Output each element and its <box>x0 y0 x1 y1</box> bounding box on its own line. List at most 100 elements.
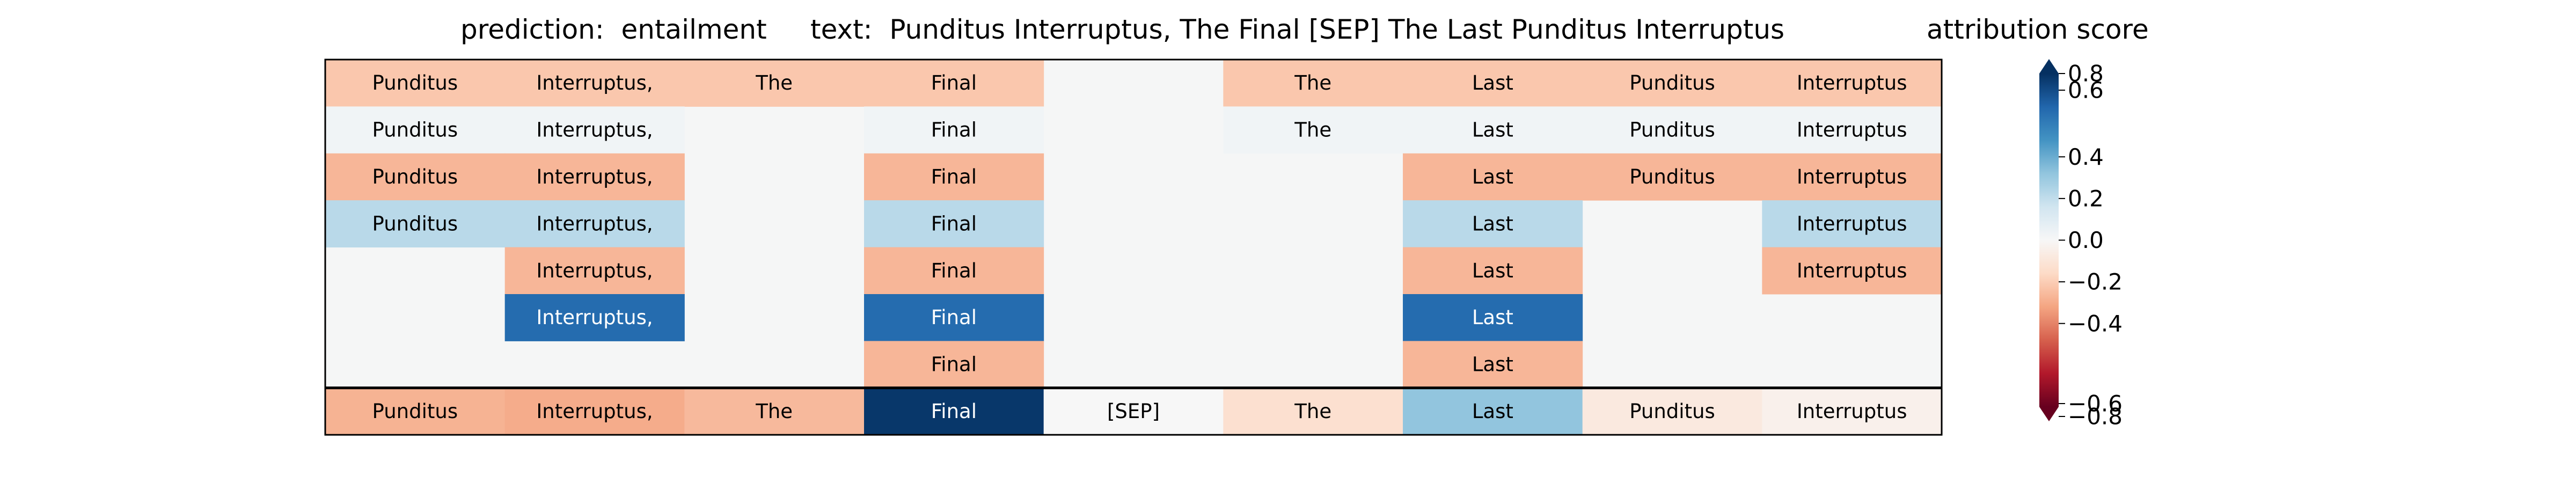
heatmap-token-label: Punditus <box>1629 165 1715 188</box>
summary-token-label: Final <box>931 400 977 423</box>
colorbar-extend-max <box>2039 59 2059 74</box>
summary-cell <box>1043 387 1224 435</box>
heatmap-token-label: Last <box>1472 71 1513 94</box>
heatmap-cell <box>1403 341 1583 389</box>
heatmap-cell <box>864 153 1044 201</box>
summary-cell <box>684 387 865 435</box>
colorbar-title: attribution score <box>1927 14 2149 45</box>
summary-token-label: The <box>755 400 793 423</box>
heatmap-token-label: Punditus <box>372 165 458 188</box>
heatmap-cell <box>864 60 1044 107</box>
heatmap-cell <box>1223 106 1403 154</box>
heatmap-token-label: Last <box>1472 212 1513 235</box>
heatmap-cell <box>684 60 865 107</box>
colorbar-tick-label: 0.8 <box>2068 61 2104 87</box>
summary-cell <box>504 387 685 435</box>
summary-cell <box>1403 387 1583 435</box>
colorbar-tick-label: −0.6 <box>2068 391 2123 417</box>
heatmap-token-label: The <box>1294 119 1331 142</box>
heatmap-token-label: Interruptus <box>1797 71 1907 94</box>
heatmap-cell <box>325 60 506 107</box>
heatmap-cell <box>864 200 1044 248</box>
heatmap-token-label: Final <box>931 259 977 282</box>
heatmap-frame <box>324 58 1943 436</box>
summary-token-label: Last <box>1472 400 1513 423</box>
heatmap-cell <box>1403 200 1583 248</box>
colorbar-tick-label: −0.4 <box>2068 310 2123 336</box>
summary-token-label: Interruptus, <box>536 400 653 423</box>
heatmap-token-label: Final <box>931 119 977 142</box>
colorbar-extend-min <box>2039 407 2059 421</box>
summary-token-label: Punditus <box>1629 400 1715 423</box>
heatmap-token-label: Interruptus, <box>536 71 653 94</box>
heatmap-cell <box>1582 106 1762 154</box>
heatmap-cell <box>1582 153 1762 201</box>
input-text-label: text: Punditus Interruptus, The Final [S… <box>810 14 1785 45</box>
heatmap-grid: Punditus Interruptus, The Final The Last Pundi… <box>325 60 1942 389</box>
heatmap-cell <box>504 153 685 201</box>
heatmap-cell <box>504 200 685 248</box>
heatmap-cell <box>1403 247 1583 295</box>
heatmap-token-label: Interruptus, <box>536 259 653 282</box>
heatmap-token-label: Final <box>931 165 977 188</box>
summary-cell <box>864 387 1044 435</box>
summary-cell <box>325 387 506 435</box>
heatmap-token-label: Final <box>931 306 977 329</box>
heatmap-cell <box>504 60 685 107</box>
heatmap-token-label: Last <box>1472 119 1513 142</box>
colorbar-gradient <box>2039 74 2059 407</box>
heatmap-token-label: Punditus <box>372 71 458 94</box>
heatmap-token-label: Final <box>931 71 977 94</box>
colorbar-tick-label: −0.8 <box>2068 404 2123 430</box>
heatmap-cell <box>1762 106 1942 154</box>
summary-token-label: The <box>1294 400 1331 423</box>
heatmap-cell <box>504 106 685 154</box>
summary-token-label: [SEP] <box>1107 400 1160 423</box>
heatmap-cell <box>1762 153 1942 201</box>
heatmap-token-label: Final <box>931 353 977 376</box>
colorbar: 0.80.6 0.4 0.2 0.0 −0.2 −0.4 −0.6−0.8 <box>2039 59 2123 430</box>
heatmap-cell <box>1762 200 1942 248</box>
heatmap-cell <box>1403 60 1583 107</box>
heatmap-token-label: Interruptus, <box>536 165 653 188</box>
heatmap-cell <box>864 106 1044 154</box>
heatmap-cell <box>864 247 1044 295</box>
heatmap-token-label: Interruptus <box>1797 259 1907 282</box>
heatmap-cell <box>325 153 506 201</box>
heatmap-token-label: Interruptus <box>1797 165 1907 188</box>
heatmap-token-label: Last <box>1472 165 1513 188</box>
heatmap-token-label: Punditus <box>1629 71 1715 94</box>
summary-cell <box>1762 387 1942 435</box>
heatmap-cell <box>1762 247 1942 295</box>
summary-cell <box>1223 387 1403 435</box>
heatmap-token-label: Interruptus <box>1797 212 1907 235</box>
colorbar-tick-label: 0.2 <box>2068 185 2104 211</box>
heatmap-cell <box>864 294 1044 341</box>
colorbar-tick-label: 0.0 <box>2068 227 2104 253</box>
heatmap-token-label: Punditus <box>1629 119 1715 142</box>
heatmap-token-label: The <box>1294 71 1331 94</box>
summary-row: Punditus Interruptus, The Final [SEP] The Last… <box>325 387 1942 435</box>
summary-cell <box>1582 387 1762 435</box>
heatmap-token-label: Interruptus, <box>536 119 653 142</box>
prediction-label: prediction: entailment <box>460 14 767 45</box>
heatmap-cell <box>325 106 506 154</box>
heatmap-token-label: Punditus <box>372 119 458 142</box>
colorbar-tick-label: 0.4 <box>2068 144 2104 170</box>
colorbar-tick-label: 0.6 <box>2068 77 2104 104</box>
heatmap-token-label: Punditus <box>372 212 458 235</box>
heatmap-token-label: Interruptus, <box>536 212 653 235</box>
heatmap-token-label: Interruptus <box>1797 119 1907 142</box>
heatmap-cell <box>1223 60 1403 107</box>
heatmap-token-label: Last <box>1472 306 1513 329</box>
heatmap-cell <box>864 341 1044 389</box>
heatmap-cell <box>1403 294 1583 341</box>
heatmap-token-label: Final <box>931 212 977 235</box>
heatmap-cell <box>504 247 685 295</box>
heatmap-cell <box>504 294 685 341</box>
heatmap-cell <box>1582 60 1762 107</box>
summary-token-label: Interruptus <box>1797 400 1907 423</box>
heatmap-token-label: Last <box>1472 353 1513 376</box>
summary-token-label: Punditus <box>372 400 458 423</box>
